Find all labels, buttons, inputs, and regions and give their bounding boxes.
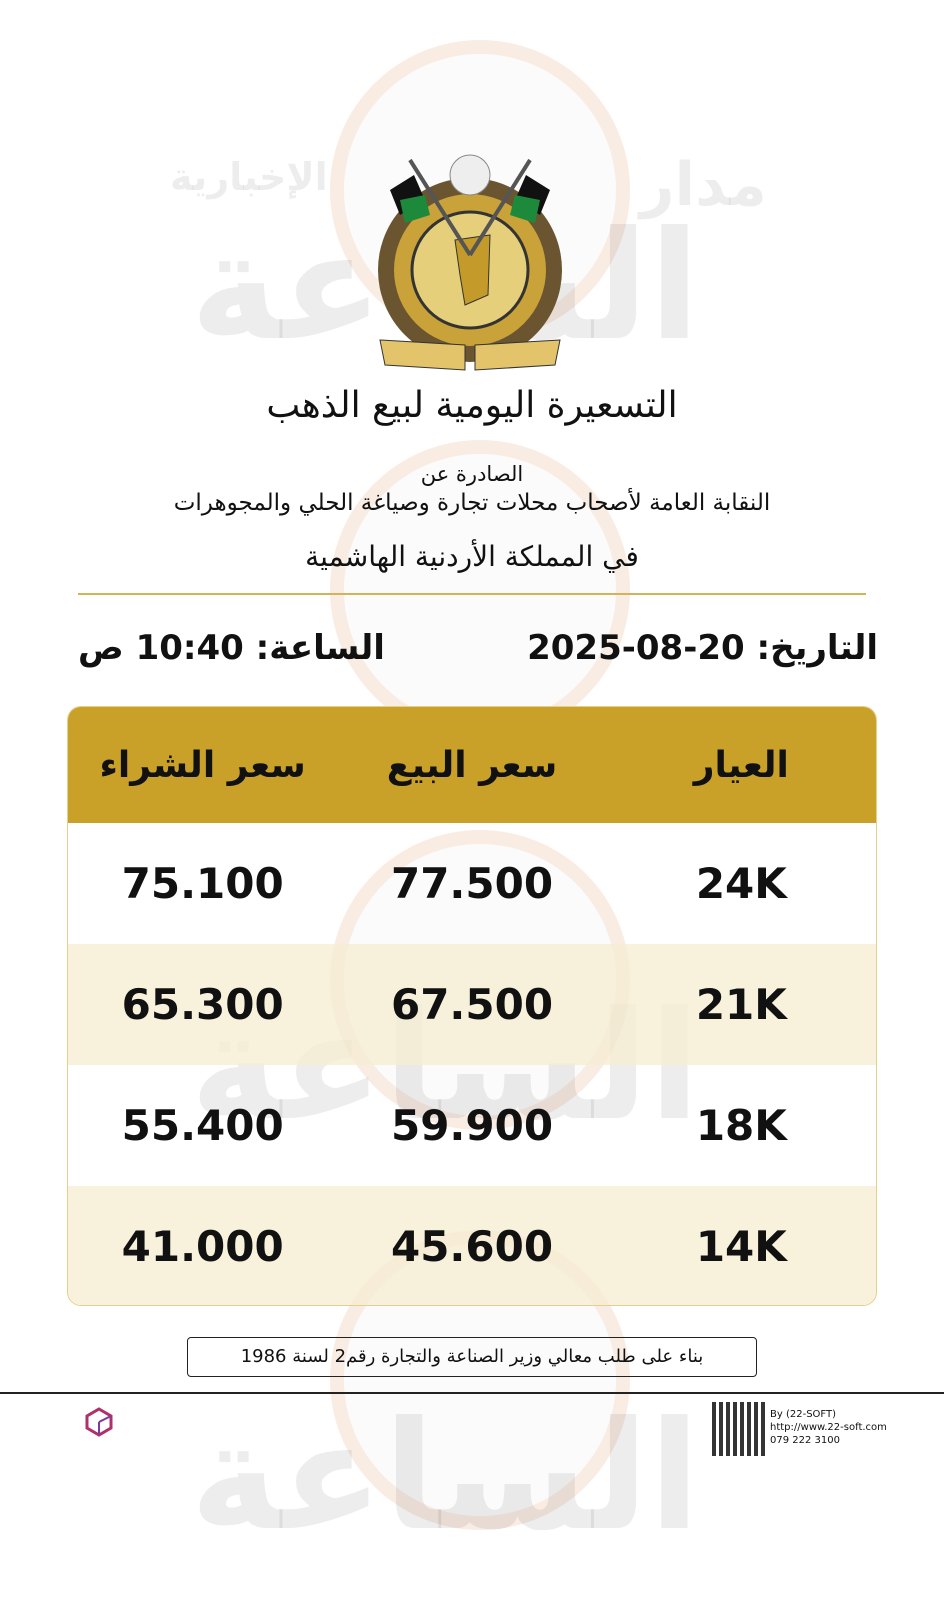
date-value: 20-08-2025 [527, 628, 745, 668]
date-block: التاريخ: 20-08-2025 [527, 628, 878, 668]
table-header: العيار سعر البيع سعر الشراء [68, 707, 876, 823]
ministry-note: بناء على طلب معالي وزير الصناعة والتجارة… [187, 1337, 757, 1377]
watermark-text: الإخبارية [170, 155, 328, 199]
divider [78, 593, 866, 595]
sell-price-cell: 77.500 [390, 859, 554, 908]
22-soft-logo-icon [85, 1407, 113, 1437]
page-title: التسعيرة اليومية لبيع الذهب [266, 385, 678, 426]
buy-price-cell: 75.100 [121, 859, 284, 908]
buy-price-cell: 65.300 [121, 980, 284, 1029]
table-row: 18K 59.900 55.400 [68, 1065, 876, 1186]
buy-price-cell: 41.000 [121, 1222, 284, 1271]
qr-code-icon [712, 1402, 766, 1456]
buy-price-cell: 55.400 [121, 1101, 284, 1150]
time-label: الساعة: [255, 628, 385, 668]
price-table: العيار سعر البيع سعر الشراء 24K 77.500 7… [67, 706, 877, 1306]
table-row: 24K 77.500 75.100 [68, 823, 876, 944]
footer-credit: By (22-SOFT) http://www.22-soft.com 079 … [770, 1408, 887, 1447]
column-header-sell: سعر البيع [386, 744, 558, 786]
time-value: 10:40 ص [78, 628, 244, 668]
date-time-line: التاريخ: 20-08-2025 الساعة: 10:40 ص [78, 628, 878, 668]
watermark-text: مدار [640, 150, 767, 220]
column-header-buy: سعر الشراء [99, 744, 306, 786]
karat-cell: 21K [695, 980, 787, 1029]
union-logo [378, 154, 562, 371]
credit-url[interactable]: http://www.22-soft.com [770, 1422, 887, 1433]
karat-cell: 14K [695, 1222, 787, 1271]
union-name: النقابة العامة لأصحاب محلات تجارة وصياغة… [173, 490, 771, 516]
credit-by: By (22-SOFT) [770, 1409, 836, 1420]
kingdom-name: في المملكة الأردنية الهاشمية [305, 540, 639, 573]
time-block: الساعة: 10:40 ص [78, 628, 385, 668]
table-row: 21K 67.500 65.300 [68, 944, 876, 1065]
credit-phone: 079 222 3100 [770, 1435, 840, 1446]
karat-cell: 18K [695, 1101, 787, 1150]
footer-divider [0, 1392, 944, 1394]
table-row: 14K 45.600 41.000 [68, 1186, 876, 1305]
sell-price-cell: 59.900 [390, 1101, 554, 1150]
column-header-karat: العيار [693, 744, 789, 786]
karat-cell: 24K [695, 859, 787, 908]
issued-by: الصادرة عن [420, 462, 524, 486]
sell-price-cell: 45.600 [390, 1222, 554, 1271]
sell-price-cell: 67.500 [390, 980, 554, 1029]
date-label: التاريخ: [756, 628, 878, 668]
